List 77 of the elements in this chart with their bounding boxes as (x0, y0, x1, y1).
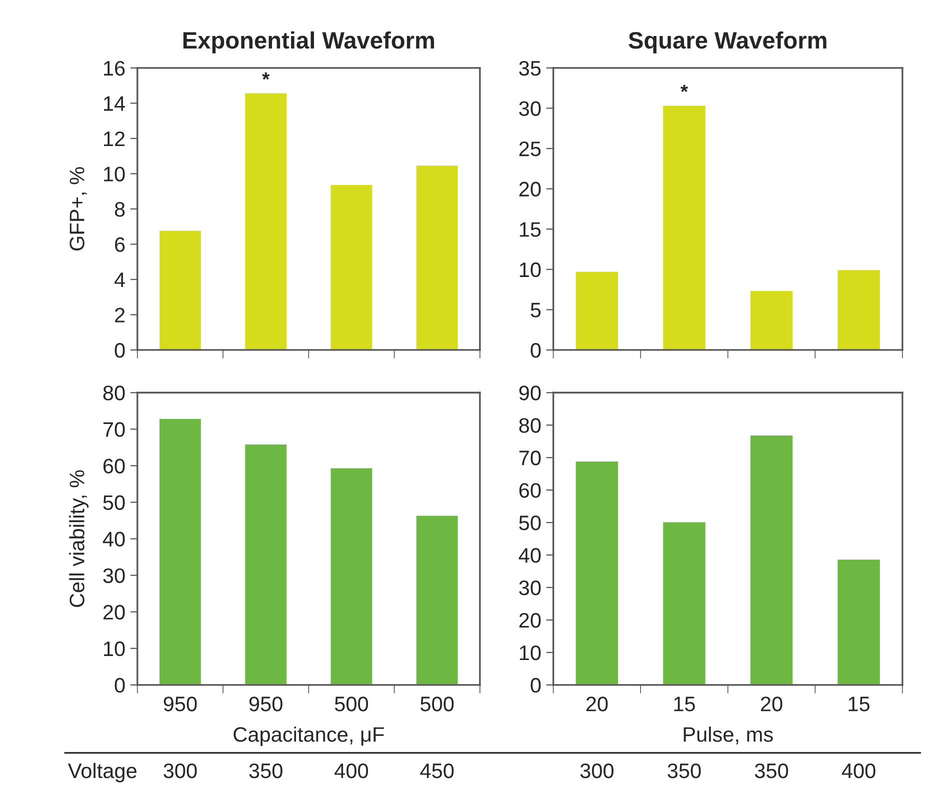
bar (836, 558, 882, 685)
y-tick-label: 2 (115, 308, 125, 322)
bar (158, 418, 202, 685)
annotation: * (262, 72, 270, 80)
y-tick-label: 6 (115, 237, 125, 252)
bar (748, 290, 794, 350)
bar (414, 164, 460, 350)
y-tick-label: 0 (114, 342, 125, 358)
text: 350 (249, 763, 282, 778)
y-tick-label: 50 (103, 495, 125, 510)
y-tick-label: 0 (530, 342, 541, 358)
y-tick-label: 80 (103, 386, 125, 400)
y-tick-label: 70 (103, 422, 125, 437)
x-tick-label: 15 (848, 696, 870, 712)
x-tick-label: 20 (760, 696, 782, 712)
y-tick-label: 14 (104, 96, 125, 111)
x-tick-label: 950 (164, 696, 197, 712)
y-tick-label: 80 (519, 418, 541, 433)
text: 400 (334, 763, 368, 778)
y-tick-label: 10 (104, 166, 125, 182)
x-tick-label: 500 (420, 696, 454, 712)
x-axis-title: Capacitance, μF (234, 726, 384, 746)
y-tick-label: 5 (530, 302, 541, 318)
y-tick-label: 70 (519, 450, 541, 466)
text: 400 (842, 763, 876, 778)
bar (574, 460, 620, 685)
y-tick-label: 50 (519, 516, 541, 530)
text: Voltage (68, 762, 136, 782)
y-tick-label: 0 (530, 678, 541, 693)
bar (748, 434, 794, 685)
bar (662, 104, 707, 350)
y-axis-title: Cell viability, % (69, 470, 89, 607)
text: 300 (164, 763, 197, 778)
bar (329, 466, 374, 685)
y-tick-label: 10 (104, 641, 125, 656)
y-tick-label: 16 (104, 60, 125, 76)
y-tick-label: 0 (114, 678, 125, 693)
chart-title: Exponential Waveform (183, 31, 434, 54)
y-tick-label: 15 (520, 222, 541, 237)
y-tick-label: 20 (519, 612, 541, 628)
y-tick-label: 20 (519, 182, 541, 197)
bar (329, 184, 374, 350)
text: 350 (668, 763, 701, 778)
y-tick-label: 60 (519, 483, 541, 498)
bar (244, 443, 288, 685)
text: 300 (580, 763, 614, 778)
x-axis-title: Pulse, ms (684, 726, 773, 744)
bar (414, 514, 460, 685)
bar (574, 270, 620, 350)
y-tick-label: 40 (102, 532, 125, 547)
chart-title: Square Waveform (628, 31, 826, 54)
y-tick-label: 40 (518, 548, 541, 563)
y-tick-label: 20 (103, 604, 125, 620)
text: 450 (420, 763, 454, 778)
y-tick-label: 60 (103, 458, 125, 474)
y-tick-label: 10 (520, 645, 541, 660)
annotation: * (680, 84, 688, 92)
x-tick-label: 15 (674, 696, 695, 712)
bar (836, 268, 882, 350)
y-axis-title: GFP+, % (70, 167, 87, 250)
bar (662, 520, 707, 685)
x-tick-label: 500 (334, 696, 368, 712)
y-tick-label: 35 (519, 60, 541, 76)
bar (158, 229, 202, 350)
x-tick-label: 950 (249, 696, 282, 712)
y-tick-label: 90 (519, 386, 541, 400)
y-tick-label: 30 (519, 580, 541, 596)
y-tick-label: 30 (519, 101, 541, 116)
y-tick-label: 30 (103, 568, 125, 584)
text: 350 (754, 763, 788, 778)
y-tick-label: 25 (519, 142, 541, 156)
bar (244, 92, 288, 350)
y-tick-label: 12 (104, 131, 125, 146)
y-tick-label: 8 (114, 202, 125, 217)
y-tick-label: 4 (114, 272, 125, 288)
x-tick-label: 20 (586, 696, 608, 712)
y-tick-label: 10 (520, 262, 541, 278)
